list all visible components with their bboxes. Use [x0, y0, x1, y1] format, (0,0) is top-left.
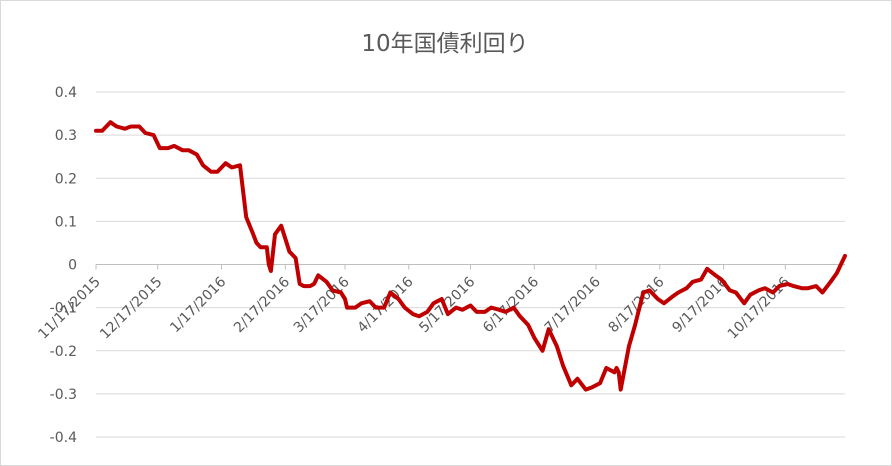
y-axis-ticks: 0.4 0.3 0.2 0.1 0 -0.1 -0.2 -0.3 -0.4	[50, 85, 77, 446]
x-tick-label: 6/17/2016	[480, 274, 542, 336]
y-tick-label: -0.3	[50, 387, 77, 403]
y-tick-label: -0.1	[50, 301, 77, 317]
series-line	[94, 120, 847, 392]
series-layer	[94, 120, 847, 392]
y-tick-label: -0.4	[50, 430, 77, 446]
y-tick-label: 0.1	[55, 214, 77, 230]
y-tick-label: -0.2	[50, 344, 77, 360]
x-tick-label: 2/17/2016	[231, 274, 293, 336]
x-tick-label: 12/17/2015	[97, 274, 165, 342]
chart-title: 10年国債利回り	[361, 31, 529, 57]
y-tick-label: 0.2	[55, 171, 77, 187]
x-tick-label: 11/17/2015	[35, 274, 103, 342]
x-tick-label: 7/17/2016	[542, 274, 604, 336]
y-tick-label: 0.3	[55, 128, 77, 144]
y-tick-label: 0	[68, 258, 77, 274]
y-tick-label: 0.4	[55, 85, 77, 101]
x-tick-label: 1/17/2016	[167, 274, 229, 336]
